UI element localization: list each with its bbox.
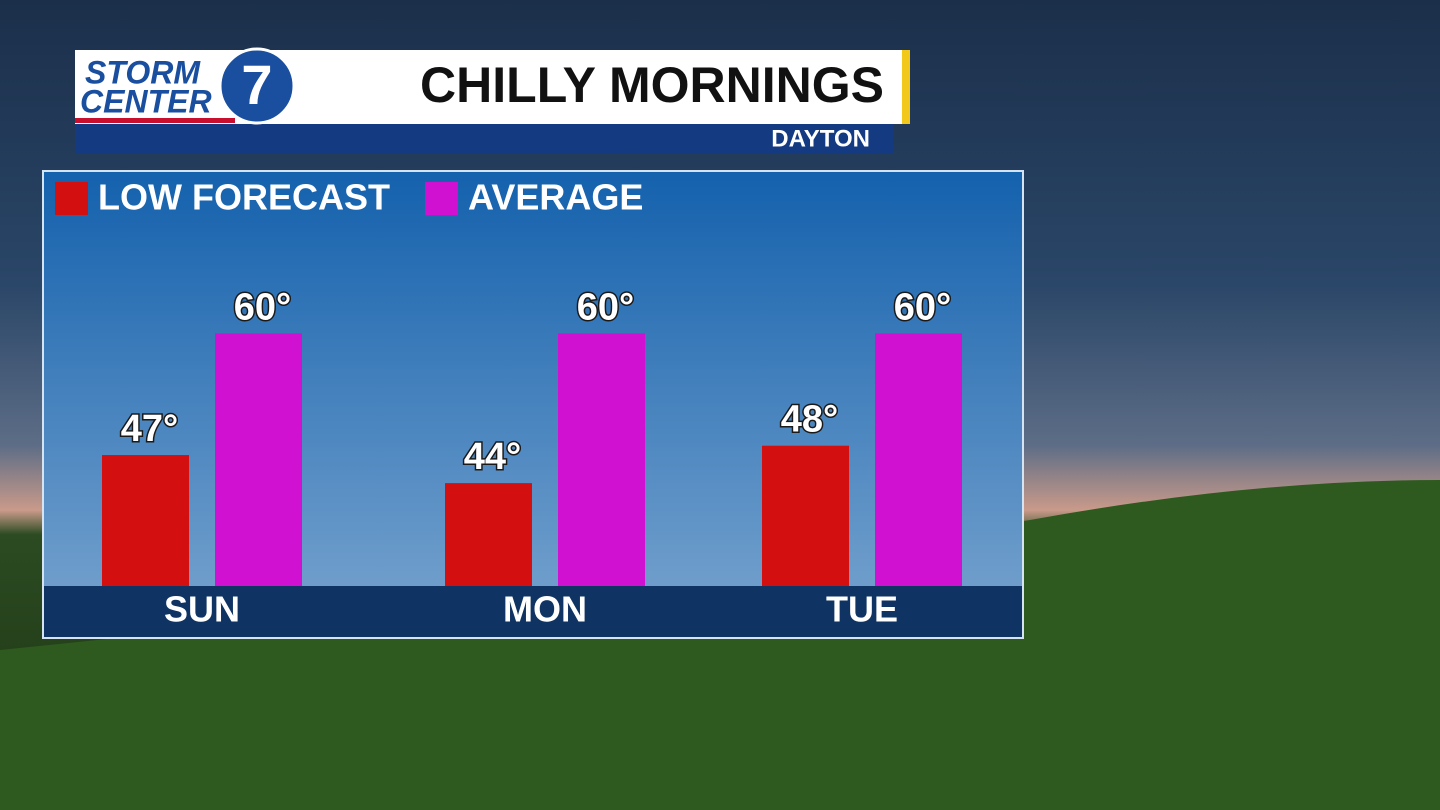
legend-swatch	[425, 182, 458, 215]
value-label: 60°	[234, 287, 291, 329]
logo-badge	[218, 47, 296, 125]
x-tick-label: MON	[503, 589, 587, 630]
category-band	[44, 586, 1022, 637]
chart-title: CHILLY MORNINGS	[420, 57, 884, 113]
x-tick-label: TUE	[826, 589, 898, 630]
legend-label: LOW FORECAST	[98, 177, 390, 218]
x-tick-label: SUN	[164, 589, 240, 630]
header-accent	[902, 50, 910, 124]
bar	[875, 333, 962, 586]
plot: LOW FORECAST AVERAGE SUN 47° 60° MON 44° 60° TUE…	[55, 177, 962, 630]
value-label: 60°	[577, 287, 634, 329]
header-strip	[75, 124, 893, 154]
value-label: 60°	[894, 287, 951, 329]
logo-text: CENTER	[80, 83, 212, 119]
bar	[762, 445, 849, 586]
value-label: 48°	[781, 399, 838, 441]
header-banner	[75, 50, 910, 124]
bar	[102, 455, 189, 586]
bar	[215, 333, 302, 586]
legend-swatch	[55, 182, 88, 215]
value-label: 44°	[464, 436, 521, 478]
logo-number: 7	[241, 53, 272, 116]
field	[0, 480, 1440, 810]
value-label: 47°	[121, 408, 178, 450]
chart-subtitle: DAYTON	[771, 125, 870, 152]
logo-stripe	[75, 118, 235, 123]
logo-text: STORM	[85, 54, 201, 90]
bar	[445, 483, 532, 586]
chart-panel	[42, 170, 1024, 639]
bar	[558, 333, 645, 586]
legend-label: AVERAGE	[468, 177, 643, 218]
